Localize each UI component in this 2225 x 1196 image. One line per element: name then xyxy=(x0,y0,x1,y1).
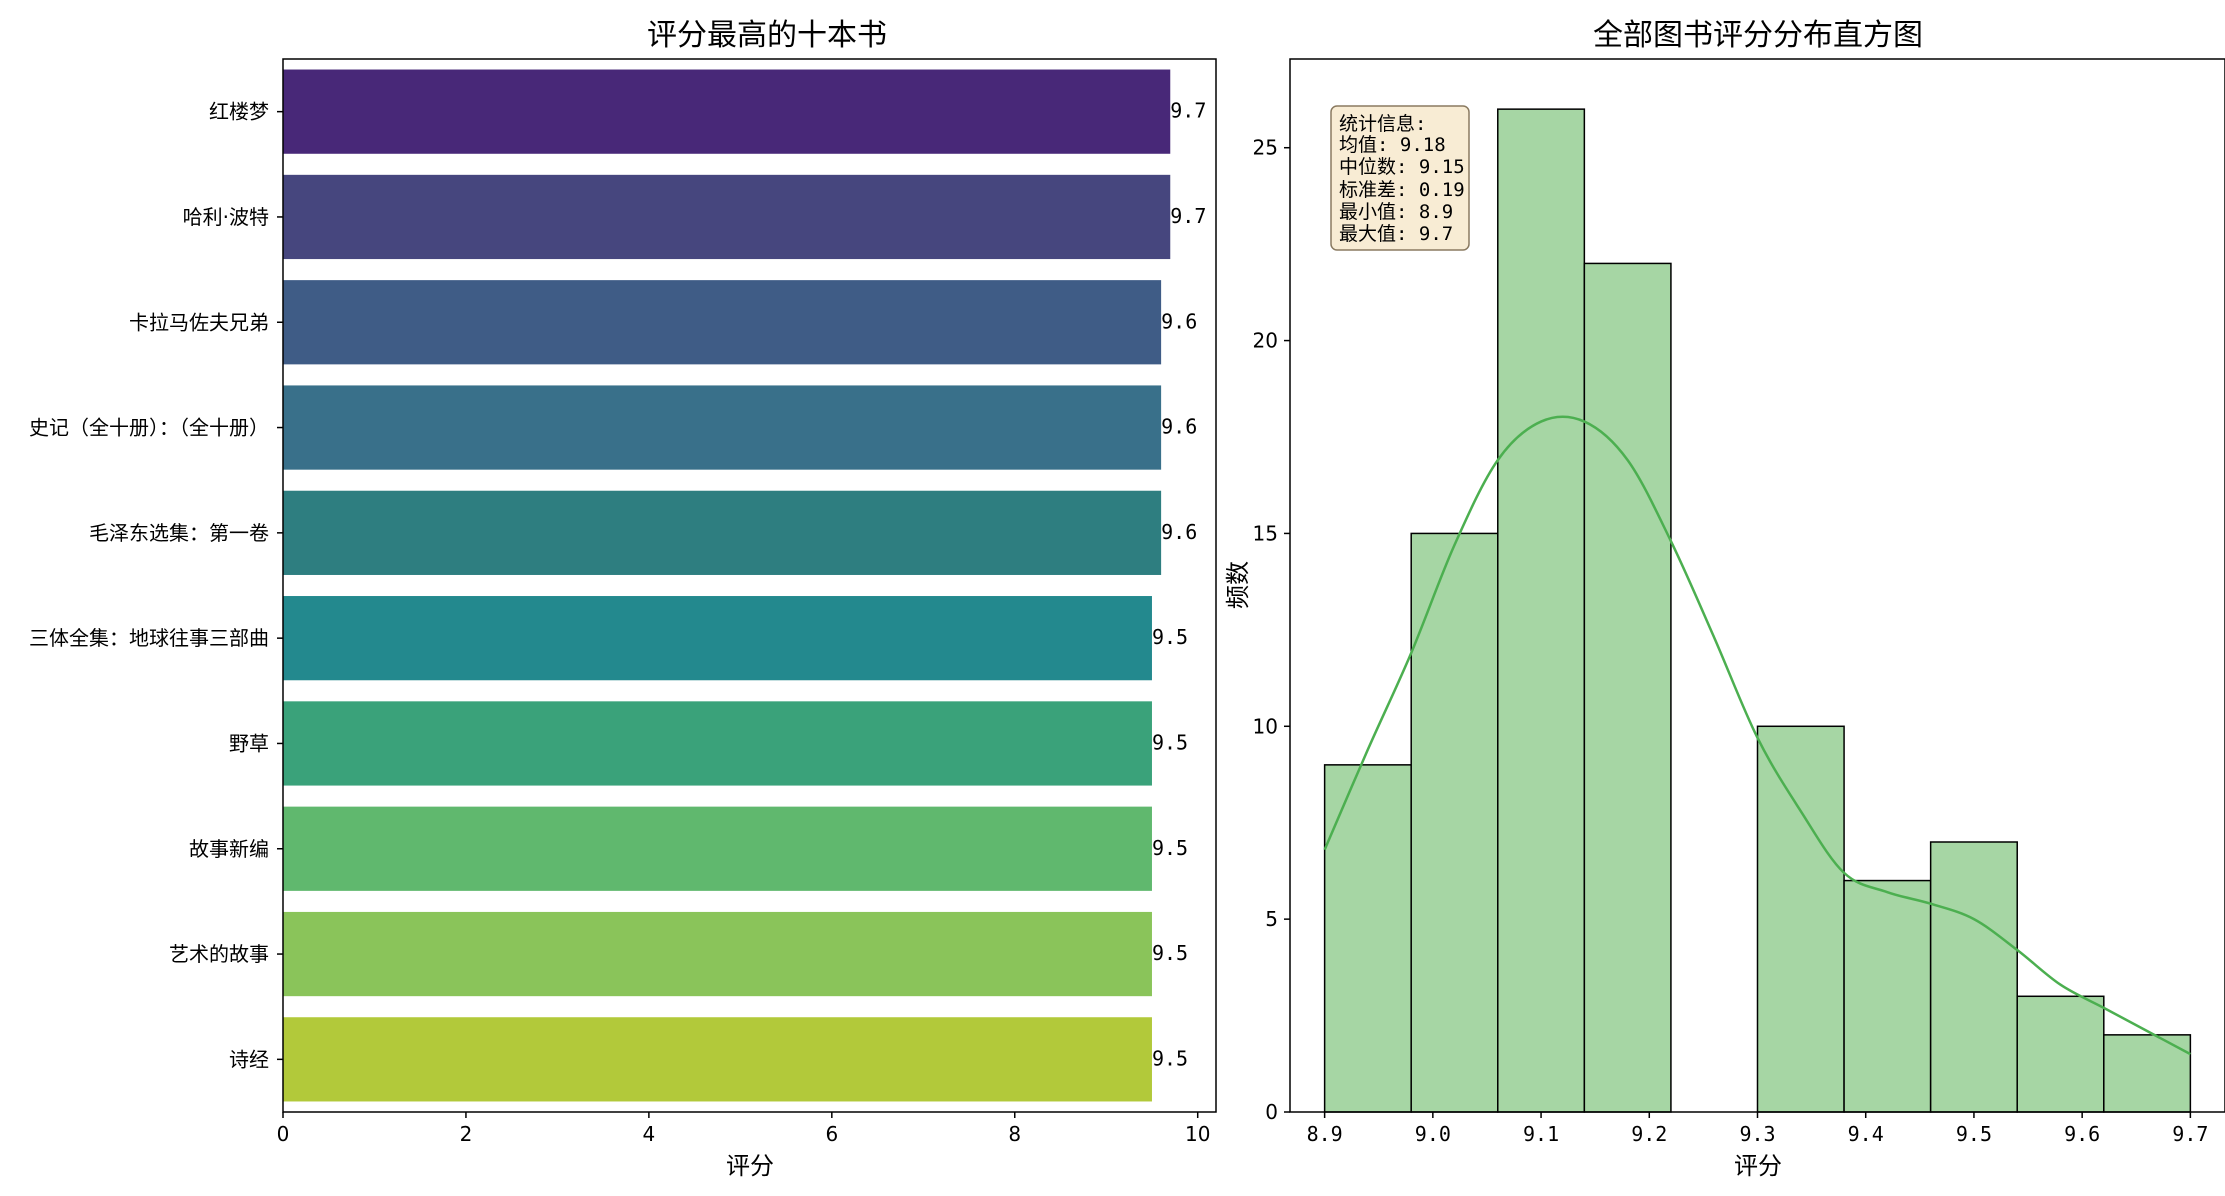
bar-value-label-6: 9.5 xyxy=(1152,730,1188,754)
top-ten-bar-chart: 评分最高的十本书 9.79.79.69.69.69.59.59.59.59.5 … xyxy=(29,18,1217,1180)
category-label-1: 哈利·波特 xyxy=(183,205,269,229)
histogram-bin-6 xyxy=(1843,879,1932,1113)
bar-6 xyxy=(283,701,1152,786)
bar-1 xyxy=(283,174,1171,260)
rating-histogram-chart: 全部图书评分分布直方图 8.9 9.0 9.1 9.2 9.3 9.4 9.5 9.6 9.7 … xyxy=(1224,18,2225,1180)
histogram-bin-2 xyxy=(1497,108,1586,1113)
stats-line-1: 均值: 9.18 xyxy=(1339,134,1446,156)
stats-line-5: 最大值: 9.7 xyxy=(1339,223,1453,245)
bar-value-label-5: 9.5 xyxy=(1152,625,1188,649)
category-label-2: 卡拉马佐夫兄弟 xyxy=(129,310,269,334)
category-label-6: 野草 xyxy=(229,731,269,755)
bar-8 xyxy=(283,911,1152,997)
histogram-title: 全部图书评分分布直方图 xyxy=(1593,18,1923,53)
bar-value-label-9: 9.5 xyxy=(1152,1046,1188,1070)
bar-0 xyxy=(283,69,1171,154)
x-tick-label-3: 6 xyxy=(825,1122,838,1146)
hist-y-tick-label-5: 25 xyxy=(1253,136,1278,160)
stats-box-background xyxy=(1330,105,1470,251)
x-tick-label-4: 8 xyxy=(1008,1122,1021,1146)
hist-x-tick-label-2: 9.1 xyxy=(1523,1122,1559,1146)
hist-x-tick-label-0: 8.9 xyxy=(1307,1122,1343,1146)
x-tick-label-1: 2 xyxy=(460,1122,473,1146)
histogram-bin-7 xyxy=(1929,841,2018,1113)
bar-2 xyxy=(283,280,1162,365)
histogram-bin-0 xyxy=(1323,764,1412,1113)
category-label-7: 故事新编 xyxy=(189,837,269,861)
stats-line-0: 统计信息: xyxy=(1339,113,1426,135)
stats-info-box: 统计信息: 均值: 9.18 中位数: 9.15 标准差: 0.19 最小值: … xyxy=(1330,105,1470,251)
category-label-0: 红楼梦 xyxy=(209,100,269,124)
histogram-frame xyxy=(1289,58,2225,1113)
bar-value-label-0: 9.7 xyxy=(1170,99,1206,123)
bar-value-label-2: 9.6 xyxy=(1161,309,1197,333)
category-label-8: 艺术的故事 xyxy=(169,942,269,966)
bar-chart-frame xyxy=(282,58,1217,1113)
category-label-4: 毛泽东选集：第一卷 xyxy=(89,521,269,545)
bar-4 xyxy=(283,490,1162,575)
x-tick-label-0: 0 xyxy=(277,1122,290,1146)
bar-value-label-3: 9.6 xyxy=(1161,415,1197,439)
bar-value-label-7: 9.5 xyxy=(1152,836,1188,860)
bar-value-label-8: 9.5 xyxy=(1152,941,1188,965)
histogram-y-axis-label: 频数 xyxy=(1224,561,1252,609)
histogram-bin-3 xyxy=(1583,262,1672,1113)
hist-x-tick-label-3: 9.2 xyxy=(1631,1122,1667,1146)
stats-line-3: 标准差: 0.19 xyxy=(1339,179,1465,201)
hist-x-tick-label-1: 9.0 xyxy=(1415,1122,1451,1146)
histogram-bin-1 xyxy=(1410,532,1499,1113)
histogram-bin-8 xyxy=(2016,995,2105,1113)
category-label-5: 三体全集：地球往事三部曲 xyxy=(29,626,269,650)
category-label-9: 诗经 xyxy=(229,1047,269,1071)
hist-x-tick-label-4: 9.3 xyxy=(1739,1122,1775,1146)
x-tick-label-5: 10 xyxy=(1185,1122,1210,1146)
category-label-3: 史记（全十册）：（全十册） xyxy=(29,416,269,440)
histogram-x-axis-label: 评分 xyxy=(1734,1152,1782,1180)
bar-3 xyxy=(283,385,1162,470)
hist-y-tick-label-1: 5 xyxy=(1265,907,1278,931)
bar-chart-x-axis-label: 评分 xyxy=(726,1152,774,1180)
bar-5 xyxy=(283,596,1152,681)
bar-9 xyxy=(283,1017,1152,1102)
stats-line-4: 最小值: 8.9 xyxy=(1339,201,1453,223)
hist-y-tick-label-0: 0 xyxy=(1265,1100,1278,1124)
bar-chart-title: 评分最高的十本书 xyxy=(647,18,887,53)
hist-y-tick-label-2: 10 xyxy=(1253,714,1278,738)
hist-x-tick-label-5: 9.4 xyxy=(1848,1122,1884,1146)
hist-x-tick-label-7: 9.6 xyxy=(2064,1122,2100,1146)
x-tick-label-2: 4 xyxy=(643,1122,656,1146)
kde-curve xyxy=(1323,415,2191,1056)
bar-value-label-1: 9.7 xyxy=(1170,204,1206,228)
hist-y-tick-label-3: 15 xyxy=(1253,521,1278,545)
hist-y-tick-label-4: 20 xyxy=(1253,329,1278,353)
hist-x-tick-label-6: 9.5 xyxy=(1956,1122,1992,1146)
hist-x-tick-label-8: 9.7 xyxy=(2172,1122,2208,1146)
histogram-bin-5 xyxy=(1756,725,1845,1113)
bar-value-label-4: 9.6 xyxy=(1161,520,1197,544)
stats-line-2: 中位数: 9.15 xyxy=(1339,156,1465,178)
bar-7 xyxy=(283,806,1152,891)
